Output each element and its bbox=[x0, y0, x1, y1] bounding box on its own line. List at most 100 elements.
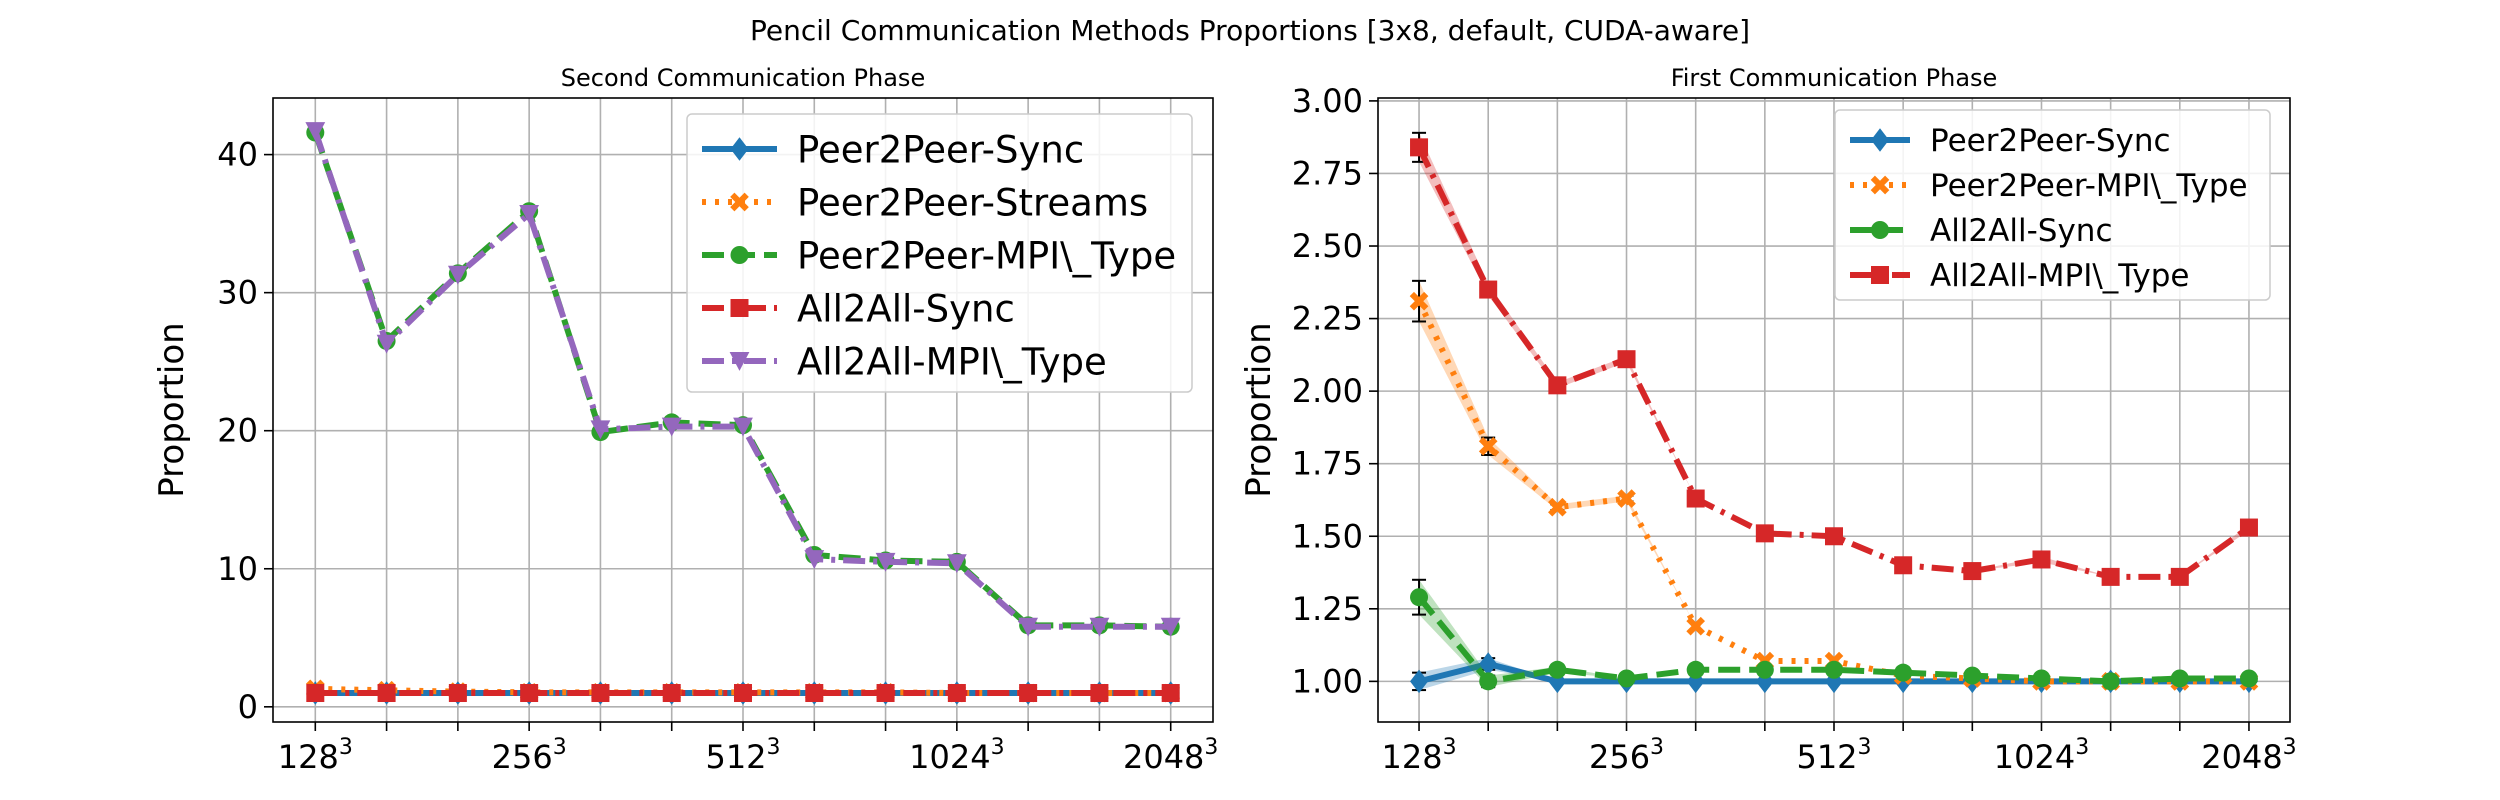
data-point bbox=[448, 684, 467, 703]
legend-marker bbox=[730, 246, 749, 264]
data-point bbox=[733, 417, 753, 437]
data-point bbox=[2101, 567, 2120, 586]
data-point bbox=[376, 334, 397, 354]
data-point bbox=[1963, 562, 1982, 581]
legend-marker bbox=[730, 137, 749, 161]
data-point bbox=[377, 684, 396, 703]
y-tick-label: 2.75 bbox=[1292, 154, 1363, 192]
data-point bbox=[1090, 684, 1109, 703]
legend-item: Peer2Peer-MPI\_Type bbox=[1850, 168, 2248, 204]
y-tick-label: 0 bbox=[238, 688, 258, 726]
data-point bbox=[1548, 376, 1567, 395]
data-point bbox=[1548, 497, 1567, 517]
data-point bbox=[1410, 588, 1429, 607]
data-point bbox=[2170, 669, 2189, 688]
data-point bbox=[947, 684, 966, 703]
y-tick-label: 30 bbox=[217, 274, 258, 312]
data-point bbox=[1410, 669, 1429, 694]
legend-marker bbox=[1871, 128, 1889, 152]
x-tick-label: 2563 bbox=[492, 735, 567, 776]
legend-frame bbox=[686, 113, 1193, 393]
legend-marker bbox=[730, 192, 749, 212]
legend-item: Peer2Peer-MPI\_Type bbox=[702, 234, 1176, 277]
y-tick-label: 1.00 bbox=[1292, 662, 1363, 700]
data-point bbox=[1089, 617, 1110, 637]
chart-second-phase: 0 10 20 30 40 1283 2563 5123 10243 20483 Second Co… bbox=[152, 64, 1218, 776]
x-tick-label: 10243 bbox=[909, 735, 1004, 776]
y-tick-label: 40 bbox=[217, 136, 258, 174]
chart-first-phase: 1.00 1.25 1.50 1.75 2.00 2.25 2.50 2.75 3.00 1283… bbox=[1239, 64, 2297, 776]
data-point bbox=[1479, 672, 1498, 691]
y-tick-label: 1.50 bbox=[1292, 517, 1363, 555]
x-tick-label: 5123 bbox=[705, 735, 780, 776]
legend-label: Peer2Peer-Sync bbox=[1930, 123, 2171, 159]
data-point bbox=[2032, 550, 2051, 569]
data-point bbox=[590, 420, 611, 440]
data-point bbox=[1755, 524, 1774, 543]
series-all2all-sync bbox=[306, 684, 1180, 703]
data-point bbox=[2239, 518, 2258, 537]
data-point bbox=[1479, 652, 1498, 676]
data-point bbox=[734, 684, 752, 703]
legend-label: Peer2Peer-Sync bbox=[797, 128, 1084, 171]
data-point bbox=[662, 684, 681, 703]
data-point bbox=[1160, 617, 1181, 637]
data-point bbox=[1410, 138, 1429, 157]
data-point bbox=[1617, 350, 1636, 369]
y-tick-label: 1.25 bbox=[1292, 590, 1363, 628]
y-tick-label: 20 bbox=[217, 412, 258, 450]
legend-marker bbox=[1870, 175, 1890, 195]
data-point bbox=[876, 684, 895, 703]
data-point bbox=[305, 122, 326, 142]
legend-item: Peer2Peer-Streams bbox=[702, 181, 1148, 224]
data-point bbox=[447, 265, 468, 285]
legend: Peer2Peer-Sync Peer2Peer-Streams Peer2Peer… bbox=[686, 113, 1193, 393]
series-all2all-sync bbox=[1410, 578, 2258, 691]
legend-label: Peer2Peer-MPI\_Type bbox=[1930, 168, 2248, 204]
data-point bbox=[1686, 660, 1705, 679]
data-point bbox=[1755, 660, 1774, 679]
data-point bbox=[1686, 616, 1706, 636]
legend-label: All2All-MPI\_Type bbox=[1930, 258, 2190, 294]
data-point bbox=[804, 550, 825, 569]
legend-item: All2All-MPI\_Type bbox=[702, 340, 1107, 383]
legend-marker bbox=[1871, 266, 1889, 284]
data-point bbox=[946, 554, 967, 574]
panel-title: Second Communication Phase bbox=[561, 64, 925, 92]
data-point bbox=[2101, 672, 2120, 691]
data-point bbox=[1825, 527, 1843, 546]
panel-title: First Communication Phase bbox=[1671, 64, 1998, 92]
data-point bbox=[1019, 684, 1038, 703]
y-tick-label: 2.50 bbox=[1292, 227, 1363, 265]
data-point bbox=[1018, 617, 1039, 637]
legend-label: Peer2Peer-Streams bbox=[797, 181, 1148, 224]
legend-marker bbox=[730, 299, 749, 317]
data-point bbox=[1686, 489, 1705, 508]
data-point bbox=[2032, 669, 2051, 688]
data-point bbox=[1894, 556, 1913, 575]
legend-marker bbox=[1871, 221, 1889, 239]
data-point bbox=[591, 684, 610, 703]
data-point bbox=[520, 684, 539, 703]
data-point bbox=[1478, 436, 1498, 456]
series-all2all-mpi-type bbox=[305, 122, 1181, 637]
x-tick-label: 1283 bbox=[278, 735, 353, 776]
data-point bbox=[1894, 663, 1913, 682]
legend-frame bbox=[1834, 109, 2271, 301]
legend-item: Peer2Peer-Sync bbox=[702, 128, 1084, 171]
data-point bbox=[1963, 666, 1982, 685]
data-point bbox=[1825, 660, 1843, 679]
data-point bbox=[1617, 669, 1636, 688]
y-tick-label: 1.75 bbox=[1292, 445, 1363, 483]
legend-label: All2All-Sync bbox=[797, 287, 1015, 330]
data-point bbox=[2170, 567, 2189, 586]
legend-item: All2All-Sync bbox=[702, 287, 1015, 330]
data-point bbox=[1409, 291, 1429, 311]
y-tick-label: 2.25 bbox=[1292, 300, 1363, 338]
data-point bbox=[805, 684, 824, 703]
y-tick-label: 10 bbox=[217, 550, 258, 588]
x-tick-label: 10243 bbox=[1994, 735, 2089, 776]
data-point bbox=[875, 552, 896, 572]
legend-label: All2All-MPI\_Type bbox=[797, 340, 1107, 383]
